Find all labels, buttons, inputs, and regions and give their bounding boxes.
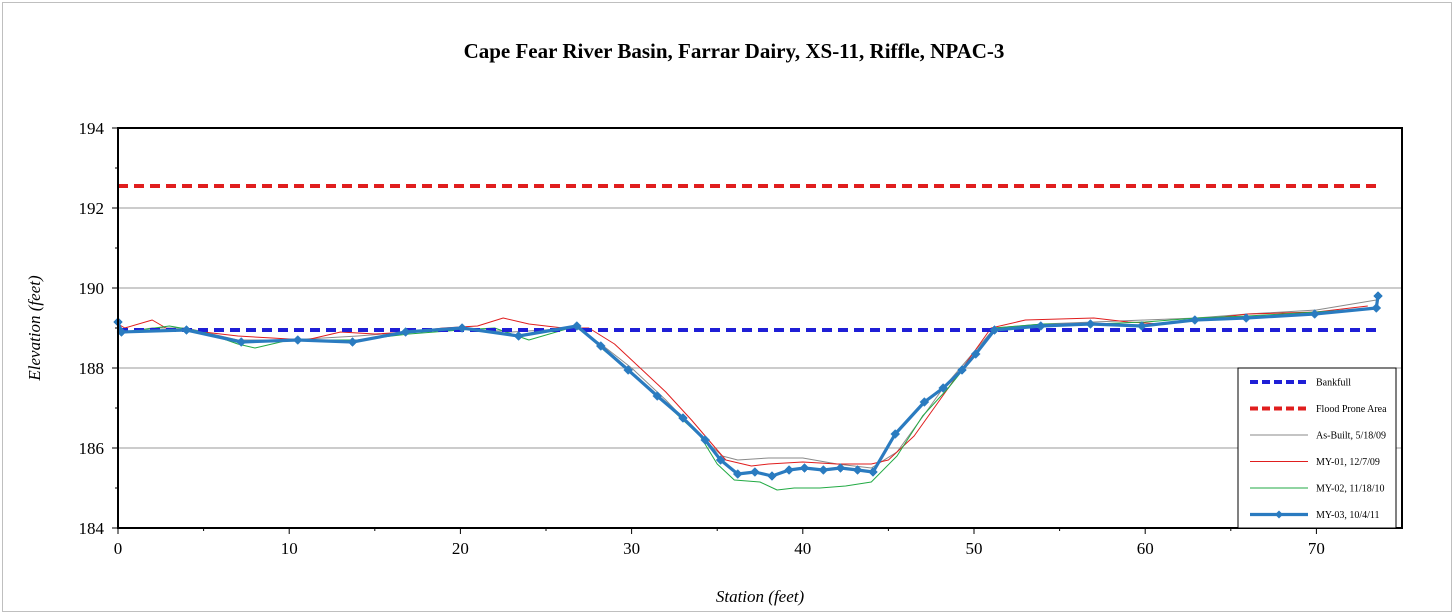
legend-item: Bankfull bbox=[1250, 378, 1351, 389]
data-point bbox=[1373, 291, 1383, 301]
data-point bbox=[700, 435, 711, 445]
data-point bbox=[835, 463, 846, 473]
legend-item: MY-02, 11/18/10 bbox=[1250, 484, 1385, 495]
data-point bbox=[715, 455, 726, 465]
data-point bbox=[400, 327, 411, 337]
data-point bbox=[799, 463, 810, 473]
data-point bbox=[818, 465, 829, 475]
data-point bbox=[1085, 319, 1096, 329]
x-axis-label: Station (feet) bbox=[716, 587, 805, 606]
data-point bbox=[652, 391, 663, 401]
x-tick-label: 10 bbox=[281, 539, 298, 558]
series-line-my-03-10-4-11 bbox=[116, 295, 1380, 478]
legend-item: MY-01, 12/7/09 bbox=[1250, 457, 1380, 468]
data-point bbox=[750, 467, 760, 477]
data-point bbox=[1136, 321, 1147, 331]
x-tick-label: 30 bbox=[623, 539, 640, 558]
data-point bbox=[292, 335, 303, 345]
data-point bbox=[678, 413, 688, 423]
legend-label: Bankfull bbox=[1316, 378, 1351, 389]
data-point bbox=[457, 323, 467, 333]
y-tick-label: 186 bbox=[79, 439, 105, 458]
x-tick-label: 60 bbox=[1137, 539, 1154, 558]
data-point bbox=[236, 337, 247, 347]
data-point bbox=[347, 337, 358, 347]
x-tick-label: 20 bbox=[452, 539, 469, 558]
data-point bbox=[623, 365, 634, 375]
data-point bbox=[970, 349, 981, 359]
x-tick-label: 50 bbox=[966, 539, 983, 558]
data-point bbox=[890, 429, 901, 439]
y-tick-label: 192 bbox=[79, 199, 105, 218]
chart-title: Cape Fear River Basin, Farrar Dairy, XS-… bbox=[464, 39, 1005, 63]
data-point bbox=[1371, 303, 1382, 313]
data-point bbox=[1035, 321, 1046, 331]
data-point bbox=[852, 465, 863, 475]
data-point bbox=[919, 397, 930, 407]
data-point bbox=[868, 467, 878, 477]
legend-item: Flood Prone Area bbox=[1250, 404, 1387, 415]
series-line-as-built-5-18-09 bbox=[117, 299, 1377, 469]
legend-label: MY-03, 10/4/11 bbox=[1316, 510, 1380, 521]
legend-label: As-Built, 5/18/09 bbox=[1316, 431, 1386, 442]
data-point bbox=[513, 331, 524, 341]
data-point bbox=[1309, 309, 1320, 319]
x-tick-label: 0 bbox=[114, 539, 123, 558]
data-point bbox=[1241, 313, 1252, 323]
y-tick-label: 188 bbox=[79, 359, 105, 378]
legend-marker bbox=[1275, 510, 1283, 519]
data-point bbox=[784, 465, 794, 475]
data-point bbox=[1189, 315, 1200, 325]
series-layer bbox=[113, 184, 1383, 491]
y-tick-label: 194 bbox=[79, 119, 105, 138]
data-point bbox=[595, 341, 606, 351]
data-point bbox=[938, 383, 949, 393]
legend: Bankfull Flood Prone Area As-Built, 5/18/0… bbox=[1237, 367, 1397, 529]
legend-label: MY-01, 12/7/09 bbox=[1316, 457, 1380, 468]
data-point bbox=[767, 471, 777, 481]
data-point bbox=[181, 325, 192, 335]
legend-item: MY-03, 10/4/11 bbox=[1250, 510, 1380, 521]
axis-ticks: 184 186 188 190 192 194 0 10 20 30 40 50 60 70 bbox=[79, 119, 1325, 558]
data-point bbox=[957, 365, 967, 375]
data-point bbox=[989, 325, 1000, 335]
x-tick-label: 40 bbox=[794, 539, 811, 558]
legend-label: MY-02, 11/18/10 bbox=[1316, 484, 1385, 495]
y-axis-label: Elevation (feet) bbox=[25, 275, 44, 382]
series-line-my-02-11-18-10 bbox=[117, 307, 1377, 491]
legend-box bbox=[1237, 367, 1397, 529]
legend-item: As-Built, 5/18/09 bbox=[1250, 431, 1386, 442]
y-tick-label: 184 bbox=[79, 519, 105, 538]
legend-label: Flood Prone Area bbox=[1316, 404, 1387, 415]
x-tick-label: 70 bbox=[1308, 539, 1325, 558]
y-tick-label: 190 bbox=[79, 279, 105, 298]
data-point bbox=[732, 469, 743, 479]
data-point bbox=[571, 321, 582, 331]
gridlines bbox=[118, 207, 1402, 449]
